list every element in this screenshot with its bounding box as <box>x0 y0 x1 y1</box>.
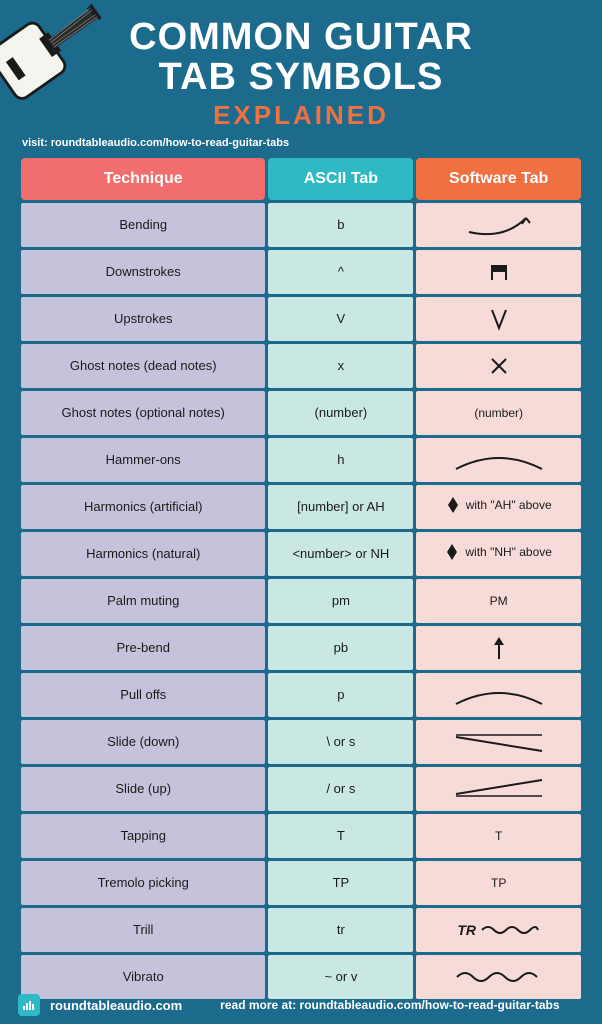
table-row: Ghost notes (dead notes)x <box>21 344 581 388</box>
footer-brand: roundtableaudio.com <box>50 998 182 1013</box>
cell-technique: Ghost notes (optional notes) <box>21 391 265 435</box>
cell-software: (number) <box>416 391 581 435</box>
table-row: Downstrokes^ <box>21 250 581 294</box>
cell-ascii: p <box>268 673 413 717</box>
cell-ascii: V <box>268 297 413 341</box>
table-row: Bendingb <box>21 203 581 247</box>
cell-ascii: h <box>268 438 413 482</box>
cell-software: with "NH" above <box>416 532 581 576</box>
col-header-ascii: ASCII Tab <box>268 158 413 200</box>
cell-technique: Pre-bend <box>21 626 265 670</box>
cell-technique: Slide (down) <box>21 720 265 764</box>
cell-ascii: pb <box>268 626 413 670</box>
cell-technique: Trill <box>21 908 265 952</box>
cell-software <box>416 344 581 388</box>
table-row: Slide (up)/ or s <box>21 767 581 811</box>
cell-technique: Palm muting <box>21 579 265 623</box>
cell-software <box>416 297 581 341</box>
cell-technique: Upstrokes <box>21 297 265 341</box>
table-row: Harmonics (natural)<number> or NHwith "N… <box>21 532 581 576</box>
cell-ascii: tr <box>268 908 413 952</box>
logo-icon <box>18 994 40 1016</box>
cell-ascii: ^ <box>268 250 413 294</box>
table-row: TrilltrTR <box>21 908 581 952</box>
col-header-software: Software Tab <box>416 158 581 200</box>
table-row: Slide (down)\ or s <box>21 720 581 764</box>
table-row: TappingTT <box>21 814 581 858</box>
cell-ascii: pm <box>268 579 413 623</box>
cell-ascii: [number] or AH <box>268 485 413 529</box>
cell-ascii: / or s <box>268 767 413 811</box>
cell-technique: Pull offs <box>21 673 265 717</box>
cell-technique: Hammer-ons <box>21 438 265 482</box>
footer: roundtableaudio.com read more at: roundt… <box>0 986 602 1024</box>
cell-software: TR <box>416 908 581 952</box>
cell-ascii: TP <box>268 861 413 905</box>
table-row: Ghost notes (optional notes)(number)(num… <box>21 391 581 435</box>
table-row: Palm mutingpmPM <box>21 579 581 623</box>
cell-software <box>416 767 581 811</box>
cell-software: PM <box>416 579 581 623</box>
cell-ascii: b <box>268 203 413 247</box>
cell-software <box>416 203 581 247</box>
cell-ascii: <number> or NH <box>268 532 413 576</box>
cell-software <box>416 720 581 764</box>
cell-technique: Slide (up) <box>21 767 265 811</box>
cell-ascii: (number) <box>268 391 413 435</box>
cell-technique: Harmonics (artificial) <box>21 485 265 529</box>
cell-ascii: x <box>268 344 413 388</box>
table-row: Tremolo pickingTPTP <box>21 861 581 905</box>
table-row: Hammer-onsh <box>21 438 581 482</box>
footer-readmore: read more at: roundtableaudio.com/how-to… <box>220 998 559 1012</box>
cell-technique: Tapping <box>21 814 265 858</box>
table-row: Pre-bendpb <box>21 626 581 670</box>
cell-technique: Ghost notes (dead notes) <box>21 344 265 388</box>
title-sub: EXPLAINED <box>0 100 602 131</box>
cell-software <box>416 438 581 482</box>
cell-software <box>416 626 581 670</box>
col-header-technique: Technique <box>21 158 265 200</box>
cell-technique: Downstrokes <box>21 250 265 294</box>
cell-technique: Harmonics (natural) <box>21 532 265 576</box>
cell-software <box>416 673 581 717</box>
cell-software: T <box>416 814 581 858</box>
symbols-table: Technique ASCII Tab Software Tab Bending… <box>18 155 584 1002</box>
cell-technique: Bending <box>21 203 265 247</box>
cell-ascii: T <box>268 814 413 858</box>
visit-line: visit: roundtableaudio.com/how-to-read-g… <box>0 137 602 149</box>
table-row: UpstrokesV <box>21 297 581 341</box>
table-row: Pull offsp <box>21 673 581 717</box>
table-row: Harmonics (artificial)[number] or AHwith… <box>21 485 581 529</box>
cell-software: with "AH" above <box>416 485 581 529</box>
cell-ascii: \ or s <box>268 720 413 764</box>
cell-software: TP <box>416 861 581 905</box>
cell-software <box>416 250 581 294</box>
cell-technique: Tremolo picking <box>21 861 265 905</box>
